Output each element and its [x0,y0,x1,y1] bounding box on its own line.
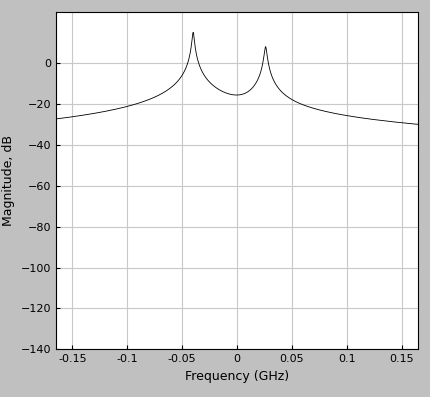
Y-axis label: Magnitude, dB: Magnitude, dB [2,135,15,226]
X-axis label: Frequency (GHz): Frequency (GHz) [184,370,289,383]
